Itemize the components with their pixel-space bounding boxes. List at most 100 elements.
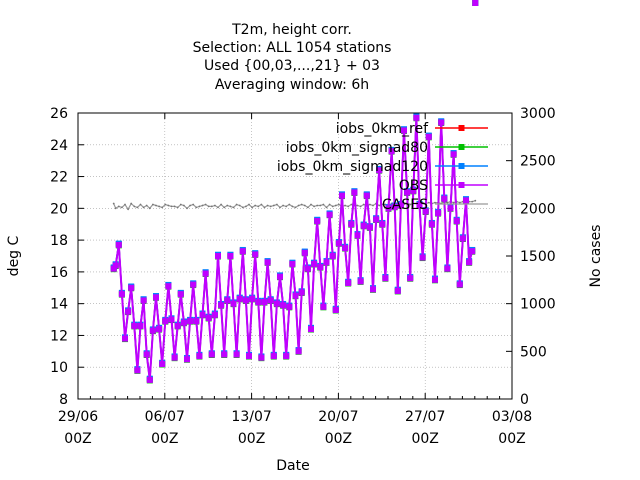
series-point-OBS — [177, 291, 184, 298]
y-axis-label: deg C — [6, 235, 22, 276]
series-layer — [110, 0, 479, 384]
legend-swatch-marker — [458, 163, 465, 169]
y-tick-label: 16 — [50, 265, 68, 281]
cases-point — [331, 205, 334, 208]
series-point-OBS — [159, 361, 166, 368]
legend-swatch-marker — [458, 125, 465, 131]
series-point-OBS — [385, 205, 392, 212]
series-point-OBS — [174, 322, 181, 329]
cases-point — [434, 201, 436, 204]
cases-point — [257, 205, 260, 208]
cases-point — [471, 200, 474, 203]
cases-point — [313, 205, 315, 208]
series-point-OBS — [152, 294, 159, 301]
cases-point — [282, 204, 284, 207]
series-point-OBS — [307, 326, 314, 333]
series-point-OBS — [276, 273, 283, 280]
series-point-OBS — [435, 210, 442, 217]
series-point-OBS — [438, 119, 445, 126]
cases-point — [226, 204, 229, 207]
series-point-OBS — [462, 197, 469, 204]
series-point-OBS — [441, 195, 448, 202]
series-point-OBS — [239, 248, 246, 255]
series-point-OBS — [323, 259, 330, 266]
x-tick-label-hour: 00Z — [64, 431, 91, 447]
cases-point — [235, 203, 238, 206]
cases-point — [288, 203, 291, 206]
cases-point — [427, 201, 430, 204]
series-point-OBS — [394, 287, 401, 294]
series-point-OBS — [224, 297, 231, 304]
series-point-OBS — [376, 167, 383, 174]
series-point-OBS — [335, 240, 342, 247]
series-point-OBS — [156, 326, 163, 333]
series-point-OBS — [242, 297, 249, 304]
series-point-OBS — [348, 221, 355, 228]
title-line-1: T2m, height corr. — [231, 22, 352, 38]
cases-point — [279, 206, 281, 209]
x-tick-label-hour: 00Z — [325, 431, 352, 447]
series-point-OBS — [227, 253, 234, 259]
series-point-OBS — [388, 148, 395, 155]
cases-point — [260, 203, 263, 206]
x-tick-label-date: 13/07 — [231, 409, 271, 425]
series-point-OBS — [165, 283, 172, 290]
series-point-OBS — [125, 308, 132, 315]
cases-point — [204, 203, 207, 206]
y-tick-label: 10 — [50, 360, 68, 376]
cases-point — [145, 204, 148, 207]
series-point-OBS — [379, 221, 386, 228]
legend-label: iobs_0km_sigmad80 — [286, 140, 428, 156]
cases-point — [148, 207, 151, 210]
cases-point — [344, 204, 346, 207]
cases-point — [176, 206, 179, 209]
cases-point — [297, 204, 300, 207]
series-point-OBS — [283, 353, 290, 360]
cases-point — [452, 201, 455, 204]
y2-tick-label: 2000 — [520, 201, 556, 217]
cases-point — [334, 204, 337, 207]
series-point-OBS — [112, 262, 119, 269]
cases-point — [303, 204, 306, 207]
series-point-OBS — [183, 356, 190, 363]
cases-point — [300, 203, 303, 206]
cases-point — [201, 204, 204, 207]
cases-point — [362, 203, 365, 206]
cases-point — [285, 205, 288, 208]
series-point-OBS — [456, 281, 463, 288]
series-point-OBS — [311, 260, 318, 267]
cases-point — [133, 205, 136, 208]
legend-swatch-marker — [458, 144, 465, 150]
cases-point — [117, 205, 120, 208]
series-point-OBS — [397, 202, 404, 209]
cases-point — [372, 204, 374, 207]
legend-label: CASES — [382, 197, 428, 213]
cases-point — [310, 203, 312, 206]
series-point-OBS — [118, 291, 125, 298]
series-point-OBS — [193, 318, 200, 325]
series-point-OBS — [400, 127, 407, 134]
series-point-OBS — [459, 235, 466, 242]
cases-point — [142, 206, 145, 209]
series-point-OBS — [369, 286, 376, 293]
series-point-OBS — [317, 264, 324, 271]
title-line-3: Used {00,03,...,21} + 03 — [204, 58, 380, 74]
series-point-OBS — [255, 299, 262, 306]
cases-point — [155, 204, 157, 207]
x-axis-label: Date — [276, 458, 309, 474]
series-point-OBS — [363, 192, 370, 199]
x-tick-label-date: 06/07 — [145, 409, 185, 425]
series-point-OBS — [218, 302, 225, 309]
y-tick-label: 26 — [50, 106, 68, 122]
series-point-OBS — [351, 189, 358, 196]
series-point-OBS — [115, 241, 122, 248]
series-point-OBS — [252, 251, 259, 258]
cases-point — [114, 207, 117, 210]
cases-point — [170, 205, 173, 208]
cases-point — [306, 206, 309, 209]
y2-tick-label: 0 — [520, 392, 529, 408]
cases-point — [248, 203, 250, 206]
cases-point — [198, 205, 201, 208]
y2-tick-label: 1500 — [520, 249, 556, 265]
series-point-OBS — [131, 322, 138, 329]
